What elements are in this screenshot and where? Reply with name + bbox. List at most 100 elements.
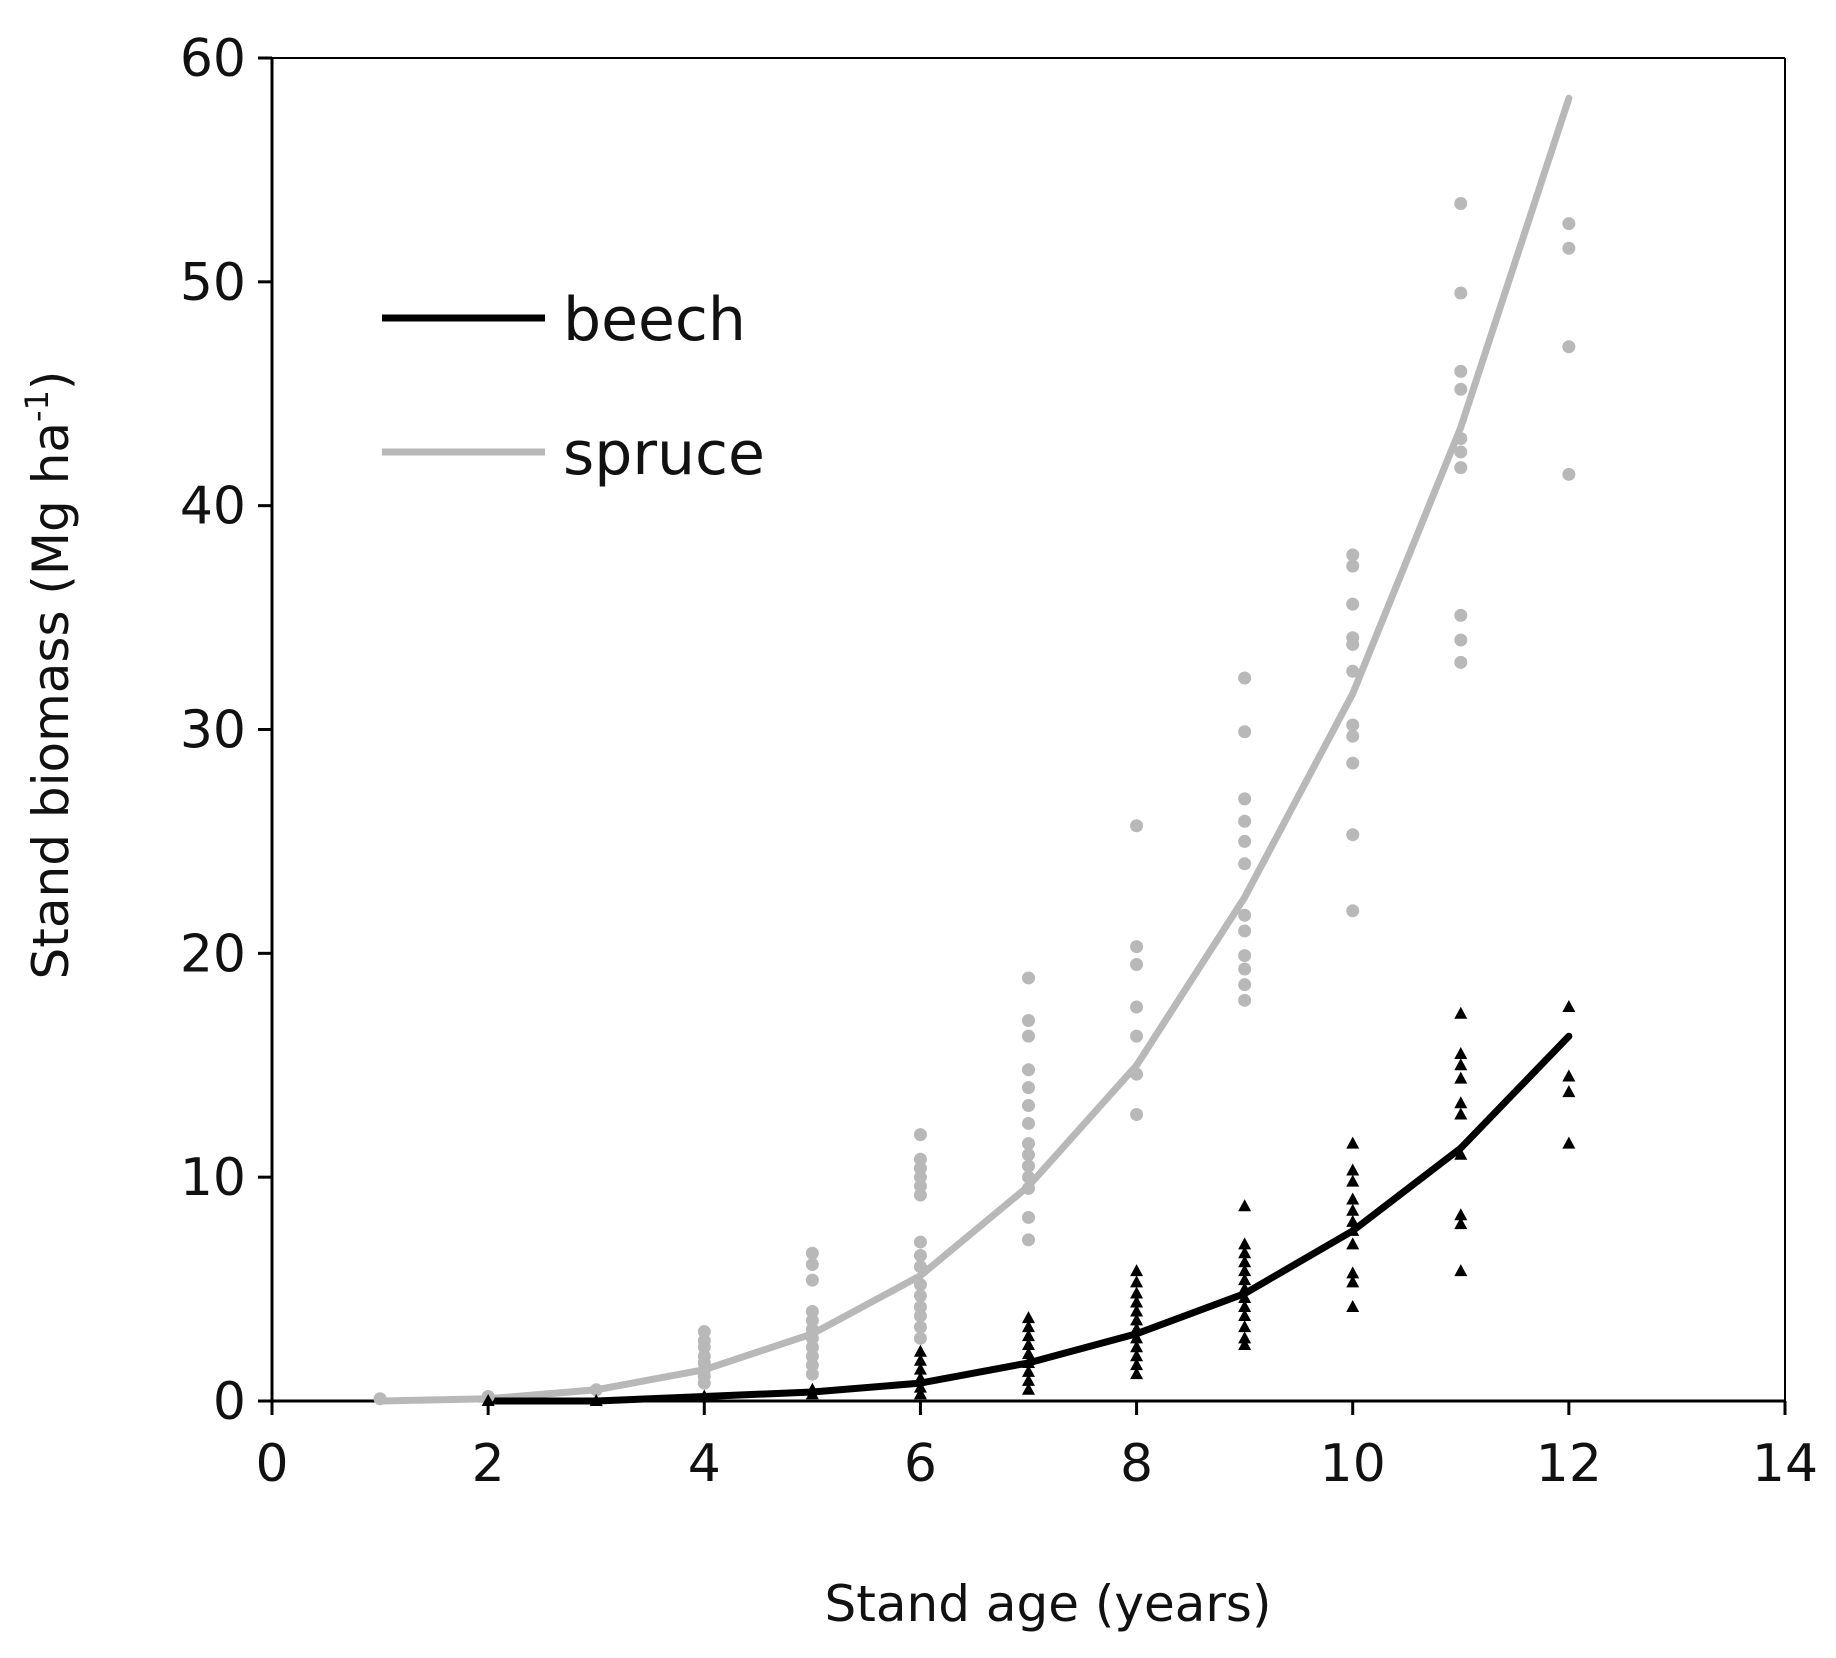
- point-spruce: [1022, 1233, 1035, 1247]
- y-axis-title-superscript: -1: [18, 390, 56, 422]
- y-tick-label: 0: [213, 1372, 246, 1432]
- point-beech: [1022, 1329, 1035, 1342]
- point-beech: [481, 1394, 495, 1406]
- point-spruce: [1022, 1137, 1035, 1151]
- point-spruce: [805, 1367, 819, 1381]
- point-spruce: [913, 1249, 927, 1263]
- point-spruce: [1238, 792, 1252, 806]
- point-spruce: [1022, 1099, 1035, 1113]
- x-tick-label: 0: [255, 1434, 288, 1494]
- point-spruce: [1022, 1013, 1035, 1027]
- point-beech: [913, 1380, 927, 1393]
- point-beech: [1346, 1266, 1360, 1279]
- point-spruce: [1346, 664, 1360, 678]
- point-beech: [1130, 1286, 1144, 1299]
- x-tick-label: 10: [1320, 1434, 1386, 1494]
- point-beech: [1022, 1364, 1035, 1377]
- x-tick-label: 8: [1120, 1434, 1153, 1494]
- point-beech: [1130, 1264, 1144, 1277]
- point-spruce: [1238, 993, 1252, 1007]
- point-spruce: [805, 1331, 819, 1345]
- x-tick-label: 4: [688, 1434, 721, 1494]
- point-beech: [1130, 1313, 1144, 1326]
- y-tick-label: 40: [180, 477, 246, 537]
- point-spruce: [1346, 559, 1360, 573]
- point-spruce: [913, 1300, 927, 1314]
- point-spruce: [805, 1313, 819, 1327]
- point-spruce: [1022, 1159, 1035, 1173]
- point-beech: [1238, 1299, 1252, 1312]
- point-spruce: [1022, 1081, 1035, 1095]
- point-beech: [1238, 1273, 1252, 1286]
- point-spruce: [373, 1392, 387, 1406]
- point-spruce: [1022, 971, 1035, 985]
- x-axis: 0 2 4 6 8 10 12 14: [255, 1401, 1818, 1494]
- point-spruce: [1454, 432, 1468, 446]
- point-spruce: [1022, 1181, 1035, 1195]
- point-spruce: [1238, 814, 1252, 828]
- point-beech: [1130, 1275, 1144, 1288]
- point-spruce: [697, 1325, 711, 1339]
- point-beech: [913, 1387, 927, 1400]
- point-beech: [1562, 1085, 1576, 1098]
- point-spruce: [1238, 949, 1252, 963]
- point-spruce: [1130, 1029, 1144, 1043]
- point-beech: [1562, 1000, 1576, 1013]
- point-spruce: [913, 1331, 927, 1345]
- point-beech: [1130, 1367, 1144, 1380]
- y-tick-label: 30: [180, 701, 246, 761]
- point-spruce: [805, 1246, 819, 1260]
- point-beech: [1346, 1237, 1360, 1250]
- legend-label-spruce: spruce: [563, 419, 765, 489]
- point-beech: [913, 1353, 927, 1366]
- point-beech: [1346, 1214, 1360, 1227]
- point-spruce: [805, 1273, 819, 1287]
- point-beech: [1346, 1299, 1360, 1312]
- point-spruce: [805, 1322, 819, 1336]
- point-beech: [1022, 1311, 1035, 1324]
- point-beech: [1454, 1217, 1468, 1230]
- point-spruce: [1022, 1116, 1035, 1130]
- point-beech: [1562, 1069, 1576, 1082]
- point-spruce: [1346, 756, 1360, 770]
- point-spruce: [1454, 461, 1468, 475]
- x-axis-title: Stand age (years): [825, 1575, 1272, 1633]
- y-axis: 0 10 20 30 40 50 60: [180, 29, 272, 1432]
- point-spruce: [1238, 725, 1252, 739]
- point-beech: [1454, 1071, 1468, 1084]
- point-beech: [1238, 1331, 1252, 1344]
- point-spruce: [1346, 828, 1360, 842]
- point-spruce: [913, 1289, 927, 1303]
- point-beech: [1238, 1308, 1252, 1321]
- point-beech: [1346, 1192, 1360, 1205]
- point-spruce: [1130, 1000, 1144, 1014]
- point-spruce: [1130, 1107, 1144, 1121]
- point-spruce: [1346, 637, 1360, 651]
- point-spruce: [1238, 978, 1252, 992]
- point-beech: [1346, 1174, 1360, 1187]
- point-beech: [1022, 1346, 1035, 1359]
- point-beech: [1022, 1338, 1035, 1351]
- fit-line-spruce: [376, 94, 1573, 1405]
- point-spruce: [1454, 608, 1468, 622]
- point-beech: [1130, 1304, 1144, 1317]
- point-beech: [1454, 1047, 1468, 1060]
- point-spruce: [913, 1320, 927, 1334]
- point-spruce: [1346, 718, 1360, 732]
- point-spruce: [1562, 340, 1576, 354]
- point-spruce: [1454, 286, 1468, 300]
- point-beech: [1238, 1246, 1252, 1259]
- y-tick-label: 20: [180, 924, 246, 984]
- point-spruce: [805, 1257, 819, 1271]
- point-spruce: [1130, 819, 1144, 833]
- point-spruce: [805, 1340, 819, 1354]
- point-spruce: [913, 1188, 927, 1202]
- y-tick-label: 60: [180, 29, 246, 89]
- point-spruce: [589, 1383, 603, 1397]
- y-tick-label: 10: [180, 1148, 246, 1208]
- point-beech: [805, 1382, 819, 1395]
- point-beech: [1130, 1340, 1144, 1353]
- point-spruce: [1346, 729, 1360, 743]
- point-spruce: [1454, 633, 1468, 647]
- point-beech: [1238, 1255, 1252, 1268]
